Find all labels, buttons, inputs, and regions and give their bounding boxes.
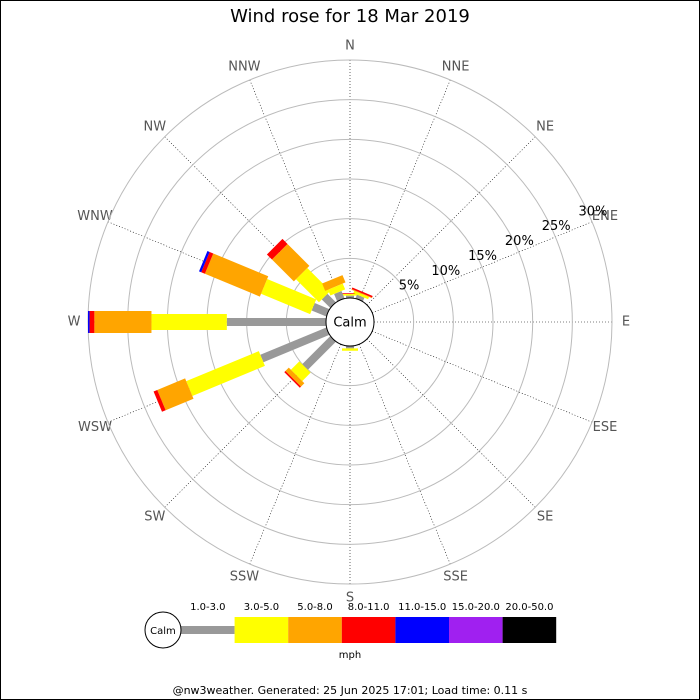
bar-segment [351, 289, 373, 299]
direction-label: S [346, 591, 354, 606]
direction-label: SE [537, 510, 553, 525]
legend-label: 5.0-8.0 [297, 602, 332, 613]
legend-label: 3.0-5.0 [244, 602, 279, 613]
legend-label: 11.0-15.0 [398, 602, 446, 613]
direction-label: WNW [77, 209, 113, 224]
bar-segment [153, 389, 166, 412]
direction-label: SW [144, 510, 165, 525]
direction-label: N [345, 39, 355, 54]
bar-segment [94, 311, 152, 333]
bar-segment [204, 253, 269, 297]
bar-segment [284, 371, 301, 388]
bar-segment [290, 361, 311, 382]
legend-label: 1.0-3.0 [190, 602, 225, 613]
direction-label: WSW [78, 420, 112, 435]
bar-segment [151, 314, 227, 330]
r-tick-label: 20% [505, 234, 534, 249]
bar-segment [285, 367, 305, 387]
bar-segment [327, 283, 346, 296]
direction-label: NW [144, 119, 167, 134]
bar-segment [266, 238, 288, 260]
bar-segment [342, 294, 358, 296]
r-tick-label: 30% [578, 204, 607, 219]
bar-segment [295, 267, 331, 303]
bar-segment [260, 327, 330, 363]
direction-label: NE [536, 119, 554, 134]
legend-swatch [234, 617, 289, 643]
bar-segment [89, 311, 95, 333]
bar-segment [226, 318, 326, 326]
chart-title: Wind rose for 18 Mar 2019 [230, 6, 470, 27]
legend-calm [144, 611, 182, 649]
bar-segment [88, 311, 90, 333]
legend-swatch [181, 626, 235, 634]
direction-label: NNW [228, 60, 260, 75]
r-tick-label: 10% [431, 264, 460, 279]
bar-segment [322, 275, 346, 291]
direction-label: SSW [230, 569, 260, 584]
bar-segment [342, 348, 358, 351]
bar-segment [346, 295, 354, 298]
bar-segment [353, 290, 370, 300]
bar-segment [271, 243, 310, 282]
legend-swatch [502, 617, 557, 643]
r-tick-label: 5% [399, 279, 420, 294]
direction-label: ENE [592, 209, 618, 224]
bar-segment [186, 351, 265, 396]
bar-segment [351, 287, 373, 298]
calm-label: Calm [333, 316, 366, 331]
direction-label: NNE [442, 60, 470, 75]
legend-swatch [288, 617, 342, 643]
legend-label: 8.0-11.0 [348, 602, 390, 613]
legend-calm-label: Calm [150, 626, 176, 637]
bar-segment [355, 294, 365, 302]
legend-label: 20.0-50.0 [505, 602, 553, 613]
bar-segment [346, 346, 354, 349]
legend-swatch [395, 617, 449, 643]
r-tick-label: 25% [542, 219, 571, 234]
bar-segment [260, 279, 317, 315]
bar-segment [334, 290, 345, 302]
calm-circle [325, 297, 375, 347]
unit-label: mph [339, 650, 361, 661]
direction-label: SSE [443, 569, 468, 584]
bar-segment [157, 378, 194, 411]
bar-segment [201, 251, 214, 274]
bar-segment [302, 336, 336, 370]
direction-label: ESE [593, 420, 618, 435]
direction-label: E [622, 315, 630, 330]
bar-segment [199, 251, 210, 273]
legend-swatch [341, 617, 396, 643]
r-tick-label: 15% [468, 249, 497, 264]
legend-label: 15.0-20.0 [452, 602, 500, 613]
bar-segment [321, 293, 336, 308]
direction-label: W [68, 315, 81, 330]
bar-segment [311, 303, 330, 317]
legend-swatch [449, 617, 503, 643]
footer: @nw3weather. Generated: 25 Jun 2025 17:0… [173, 684, 528, 697]
